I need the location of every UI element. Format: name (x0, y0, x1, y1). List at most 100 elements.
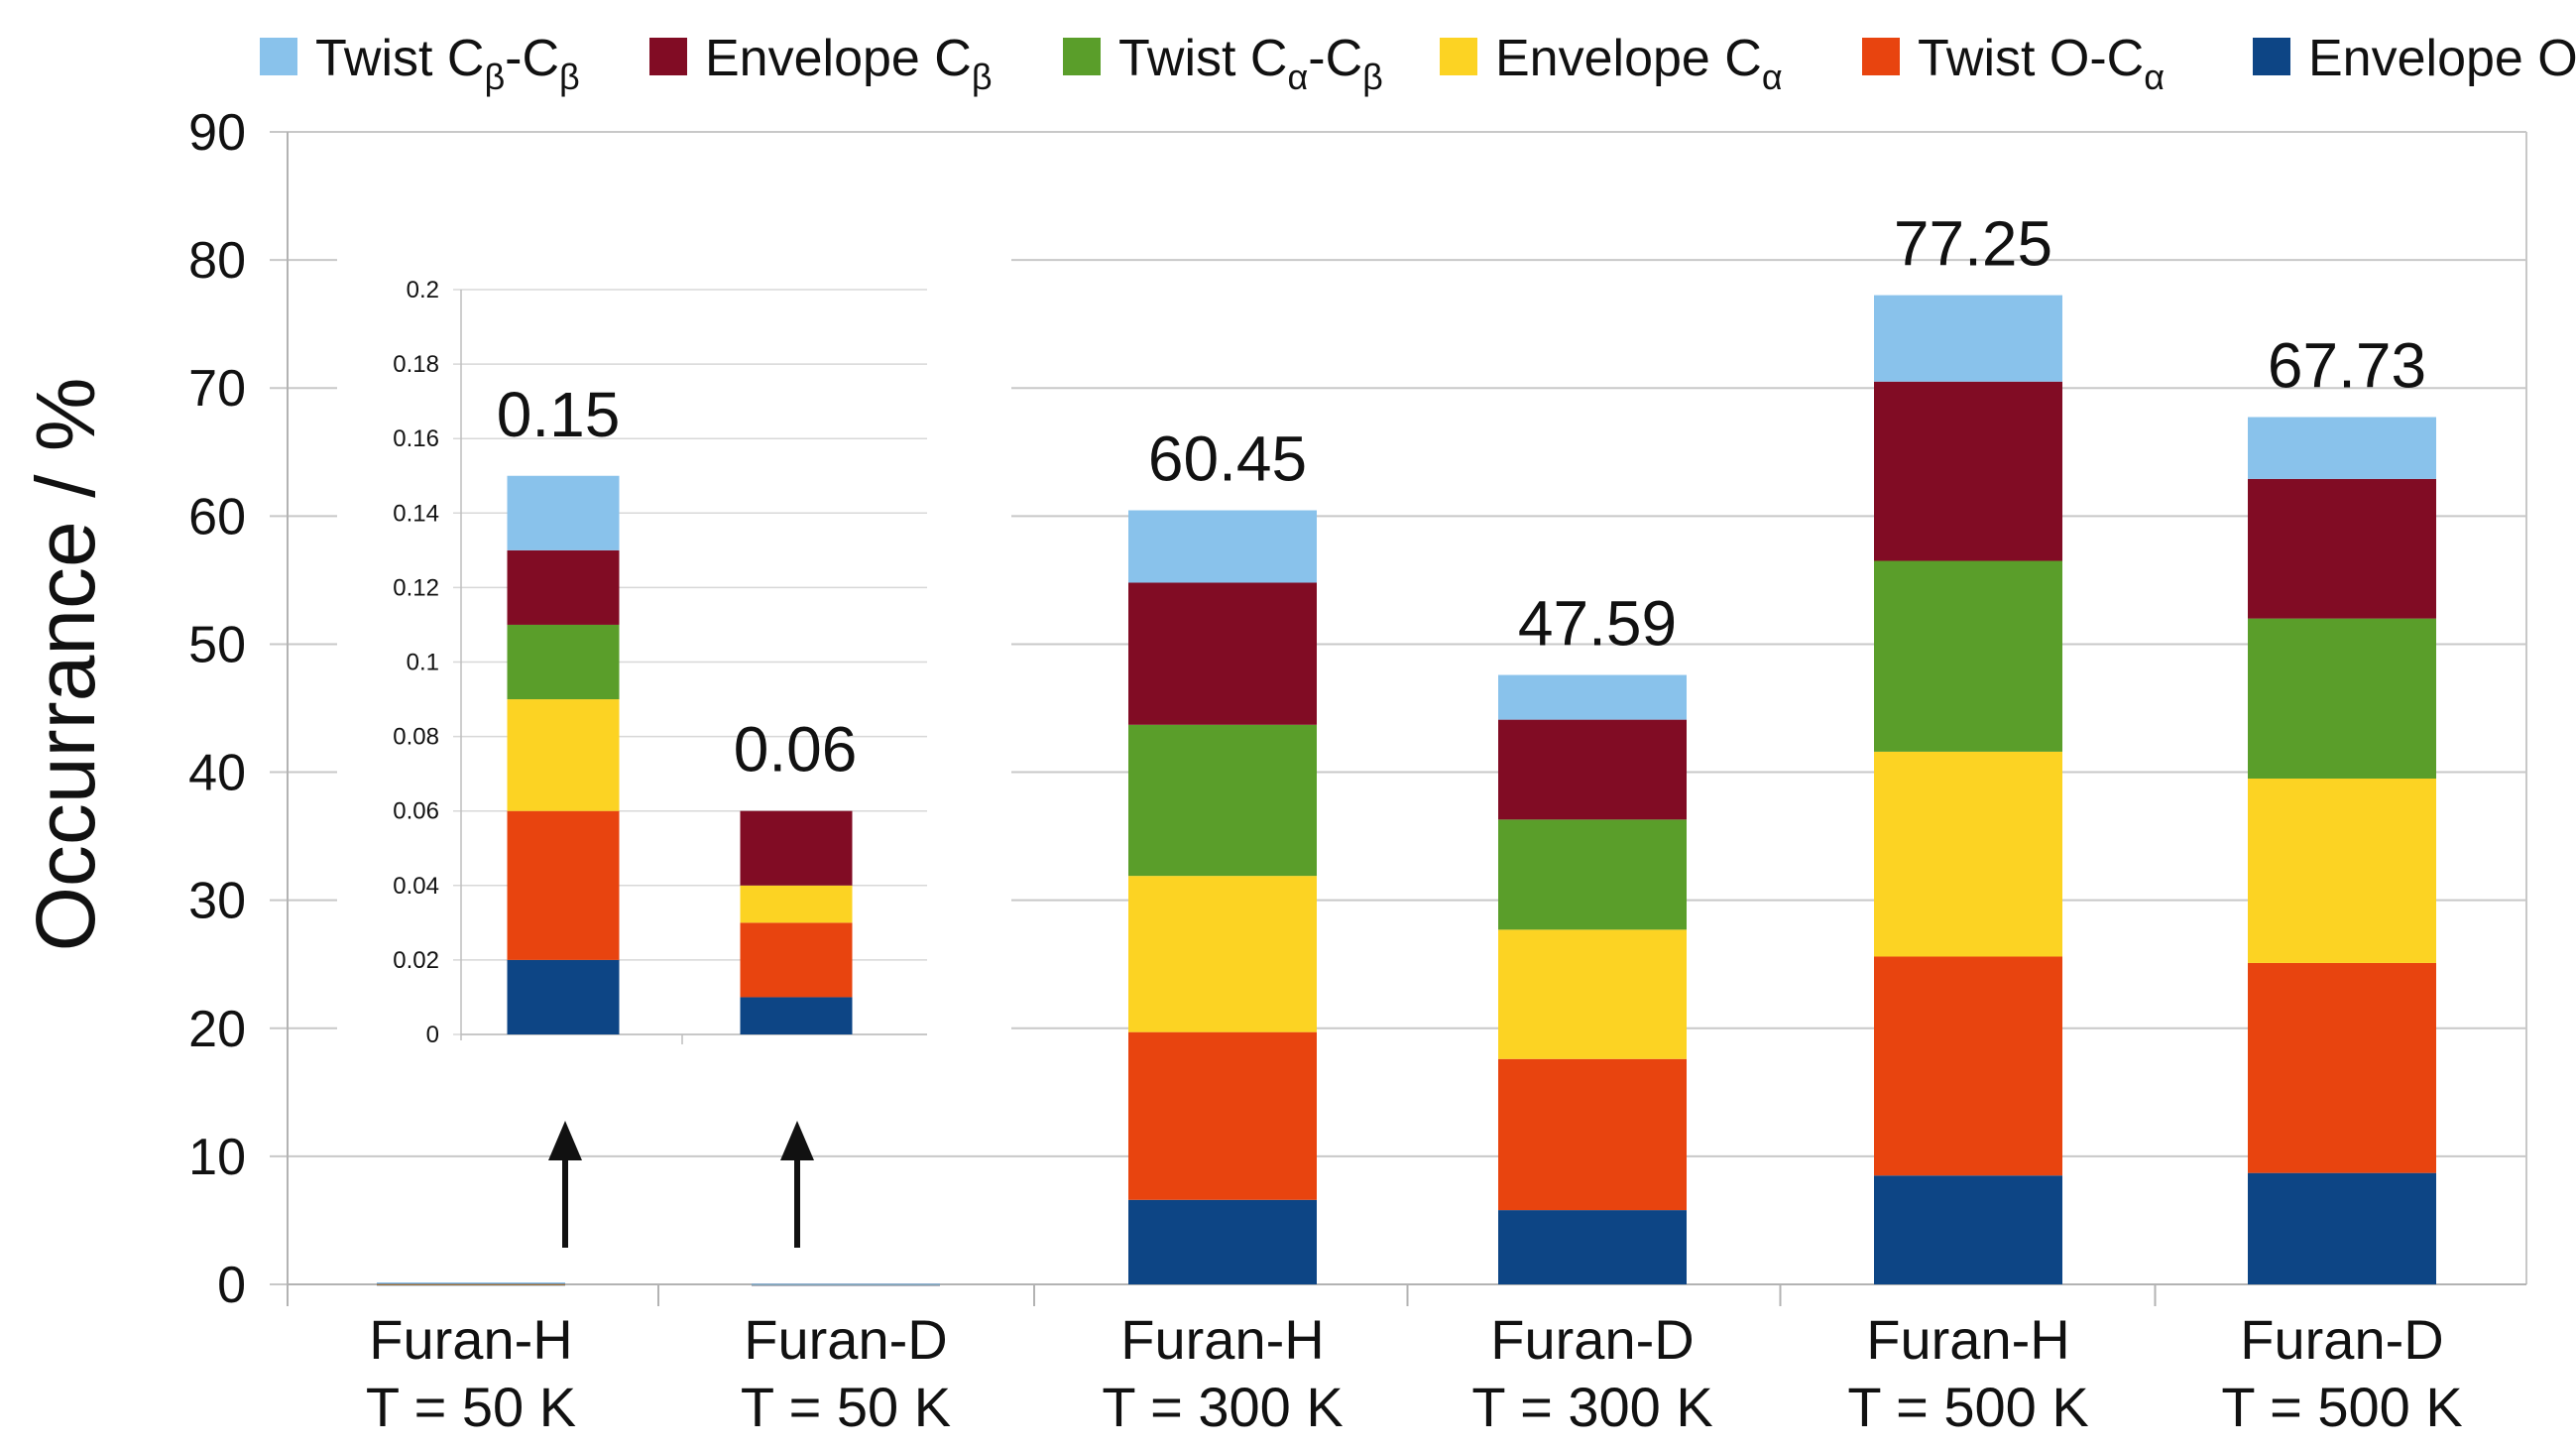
bar-segment (1128, 1199, 1317, 1284)
category-label: T = 50 K (741, 1376, 951, 1438)
bar-segment (1128, 582, 1317, 725)
inset-y-tick-label: 0.2 (407, 277, 439, 303)
category-label: T = 300 K (1471, 1376, 1712, 1438)
bar-segment (2248, 962, 2436, 1173)
bar-segment (1874, 295, 2062, 382)
inset-bar-segment (507, 810, 620, 960)
legend-label: Twist Cβ-Cβ (315, 30, 580, 97)
inset-bar-segment (740, 997, 853, 1034)
bar-segment (1498, 719, 1687, 820)
inset-y-tick-label: 0.04 (393, 873, 439, 900)
bar-total-label: 47.59 (1518, 588, 1677, 660)
legend-swatch (1440, 38, 1477, 75)
inset-background (337, 256, 1011, 1099)
category-label: Furan-H (1866, 1308, 2069, 1371)
legend-label: Twist O-Cα (1918, 30, 2165, 97)
bar-segment (1128, 876, 1317, 1032)
y-tick-labels: 0 10 20 30 40 50 60 70 80 90 (188, 104, 246, 1314)
bar-segment (1498, 1210, 1687, 1284)
legend-swatch (1063, 38, 1101, 75)
inset-y-tick-label: 0.12 (393, 574, 439, 601)
bar-segment (377, 1282, 565, 1284)
inset-chart: 0 0.02 0.04 0.06 0.08 0.1 0.12 0.14 0.16 0.18 0.2 0… (337, 256, 1011, 1099)
inset-arrows (548, 1121, 814, 1248)
inset-bar-segment (507, 699, 620, 811)
y-tick-label: 90 (188, 104, 246, 162)
inset-y-tick-label: 0 (426, 1022, 439, 1048)
inset-bar-segment (507, 624, 620, 700)
bar-segment (2248, 417, 2436, 479)
inset-bar-total-label: 0.15 (497, 379, 621, 450)
y-tick-label: 30 (188, 873, 246, 930)
y-tick-label: 70 (188, 360, 246, 418)
bar-segment (1498, 1058, 1687, 1211)
category-label: T = 500 K (2221, 1376, 2462, 1438)
category-label: T = 50 K (366, 1376, 576, 1438)
y-tick-label: 50 (188, 616, 246, 673)
bar-total-label: 67.73 (2268, 330, 2426, 402)
y-tick-label: 0 (217, 1257, 246, 1314)
y-tick-label: 60 (188, 488, 246, 545)
inset-y-tick-label: 0.06 (393, 798, 439, 825)
bar-segment (1874, 956, 2062, 1176)
bar-segment (1498, 819, 1687, 930)
legend-swatch (260, 38, 297, 75)
bar-total-labels: 60.45 47.59 77.25 67.73 (1148, 208, 2426, 660)
bar-segment (2248, 1172, 2436, 1284)
bar-total-label: 77.25 (1894, 208, 2052, 280)
legend-label: Envelope Cα (1495, 30, 1783, 97)
category-label: Furan-D (1490, 1308, 1694, 1371)
bar-segment (1874, 560, 2062, 752)
inset-y-tick-label: 0.02 (393, 947, 439, 974)
legend-label: Envelope O (2308, 30, 2576, 87)
inset-y-tick-label: 0.16 (393, 425, 439, 452)
y-tick-label: 80 (188, 232, 246, 290)
bar-segment (2248, 618, 2436, 780)
bar-segment (1874, 1175, 2062, 1284)
bar-segment (1128, 724, 1317, 877)
y-axis-label: Occurrance / % (19, 378, 112, 952)
bar-segment (1498, 674, 1687, 720)
main-bars (377, 295, 2436, 1286)
y-tick-label: 20 (188, 1001, 246, 1058)
category-label: Furan-H (1120, 1308, 1324, 1371)
legend-swatch (649, 38, 687, 75)
inset-bar-segment (740, 922, 853, 998)
bar-segment (1498, 929, 1687, 1059)
bar-total-label: 60.45 (1148, 423, 1307, 495)
inset-bar-segment (740, 810, 853, 886)
bar-segment (1128, 1031, 1317, 1200)
inset-y-tick-label: 0.14 (393, 500, 439, 527)
arrow-head-icon (548, 1121, 582, 1160)
inset-y-tick-label: 0.08 (393, 724, 439, 751)
legend-label: Envelope Cβ (705, 30, 993, 97)
category-label: T = 300 K (1102, 1376, 1343, 1438)
legend: Twist Cβ-Cβ Envelope Cβ Twist Cα-Cβ Envelop… (260, 30, 2576, 97)
inset-bar-segment (507, 549, 620, 625)
bar-segment (1874, 751, 2062, 957)
y-tick-label: 10 (188, 1129, 246, 1186)
category-label: T = 500 K (1847, 1376, 2088, 1438)
legend-label: Twist Cα-Cβ (1118, 30, 1383, 97)
y-tick-label: 40 (188, 745, 246, 802)
legend-swatch (1862, 38, 1900, 75)
legend-swatch (2253, 38, 2290, 75)
inset-y-tick-label: 0.18 (393, 351, 439, 378)
bar-segment (2248, 478, 2436, 619)
bar-segment (2248, 779, 2436, 963)
bar-segment (752, 1283, 940, 1285)
inset-bar-segment (507, 475, 620, 550)
inset-bar-total-label: 0.06 (734, 714, 858, 786)
arrow-head-icon (780, 1121, 814, 1160)
category-label: Furan-D (2240, 1308, 2443, 1371)
bar-segment (1874, 381, 2062, 561)
inset-bar-segment (507, 959, 620, 1034)
inset-bar-segment (740, 885, 853, 923)
category-label: Furan-H (369, 1308, 572, 1371)
inset-y-tick-label: 0.1 (407, 650, 439, 676)
bar-segment (1128, 510, 1317, 583)
category-label: Furan-D (744, 1308, 947, 1371)
main-axes (287, 132, 2527, 1306)
